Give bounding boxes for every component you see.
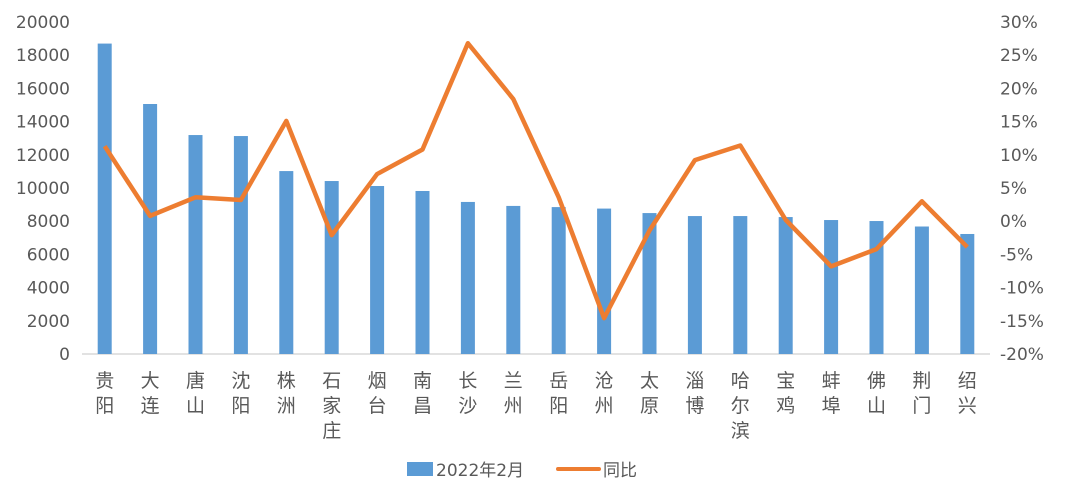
- right-tick-label: -10%: [1000, 279, 1044, 299]
- right-tick-label: 20%: [1000, 79, 1038, 99]
- right-tick-label: -5%: [1000, 245, 1033, 265]
- bar-淄博: [688, 216, 702, 354]
- x-tick-label: 南昌: [413, 370, 432, 417]
- x-tick-label: 沈阳: [231, 370, 250, 417]
- bar-蚌埠: [824, 220, 838, 354]
- left-tick-label: 6000: [27, 245, 70, 265]
- x-tick-label: 贵阳: [95, 370, 114, 417]
- x-tick-label: 哈尔滨: [731, 370, 750, 442]
- legend-label-line: 同比: [603, 461, 637, 481]
- bar-大连: [143, 104, 157, 354]
- bar-哈尔滨: [733, 216, 747, 354]
- bar-兰州: [506, 206, 520, 354]
- x-tick-label: 佛山: [867, 370, 886, 417]
- legend-swatch-bar: [407, 462, 433, 476]
- x-tick-label: 绍兴: [958, 370, 977, 417]
- left-tick-label: 12000: [16, 146, 70, 166]
- x-tick-label: 蚌埠: [822, 370, 841, 417]
- bar-唐山: [189, 135, 203, 354]
- bar-烟台: [370, 186, 384, 354]
- bar-沧州: [597, 209, 611, 354]
- right-axis: -20% -15% -10% -5% 0% 5% 10% 15% 20% 25% 30%: [1000, 13, 1044, 365]
- x-tick-label: 太原: [640, 370, 659, 417]
- right-tick-label: 10%: [1000, 146, 1038, 166]
- x-tick-label: 唐山: [186, 370, 205, 417]
- left-tick-label: 16000: [16, 79, 70, 99]
- x-tick-label: 宝鸡: [776, 370, 795, 417]
- left-tick-label: 8000: [27, 212, 70, 232]
- x-tick-label: 烟台: [368, 370, 387, 417]
- right-tick-label: 15%: [1000, 113, 1038, 133]
- right-tick-label: 5%: [1000, 179, 1027, 199]
- left-tick-label: 10000: [16, 179, 70, 199]
- bar-石家庄: [325, 181, 339, 354]
- bar-贵阳: [98, 44, 112, 354]
- x-tick-label: 长沙: [458, 370, 477, 417]
- x-tick-label: 岳阳: [549, 370, 568, 417]
- right-tick-label: -15%: [1000, 312, 1044, 332]
- left-tick-label: 2000: [27, 312, 70, 332]
- right-tick-label: 0%: [1000, 212, 1027, 232]
- x-tick-label: 株洲: [277, 370, 296, 417]
- bar-沈阳: [234, 136, 248, 354]
- right-tick-label: 30%: [1000, 13, 1038, 33]
- legend: 2022年2月 同比: [407, 461, 637, 481]
- x-tick-label: 沧州: [595, 370, 614, 417]
- left-tick-label: 14000: [16, 113, 70, 133]
- left-tick-label: 20000: [16, 13, 70, 33]
- bar-荆门: [915, 227, 929, 354]
- right-tick-label: 25%: [1000, 46, 1038, 66]
- left-axis: 0 2000 4000 6000 8000 10000 12000 14000 16000 180…: [16, 13, 70, 365]
- bar-长沙: [461, 202, 475, 354]
- x-tick-label: 兰州: [504, 370, 523, 417]
- x-tick-label: 荆门: [912, 370, 931, 417]
- right-tick-label: -20%: [1000, 345, 1044, 365]
- left-tick-label: 0: [59, 345, 70, 365]
- x-tick-label: 石家庄: [322, 370, 341, 442]
- x-tick-label: 大连: [141, 370, 160, 417]
- left-tick-label: 4000: [27, 279, 70, 299]
- left-tick-label: 18000: [16, 46, 70, 66]
- bar-岳阳: [552, 207, 566, 354]
- bar-绍兴: [960, 234, 974, 354]
- bar-南昌: [416, 191, 430, 354]
- bar-株洲: [279, 171, 293, 354]
- x-tick-label: 淄博: [685, 370, 704, 417]
- bar-宝鸡: [779, 217, 793, 354]
- legend-label-bar: 2022年2月: [436, 461, 524, 481]
